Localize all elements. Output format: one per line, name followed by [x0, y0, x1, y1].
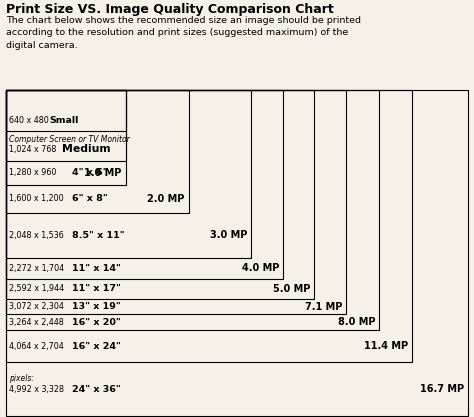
- Text: 8.0 MP: 8.0 MP: [338, 317, 375, 327]
- Text: 2,048 x 1,536: 2,048 x 1,536: [9, 231, 64, 240]
- Bar: [6, 90, 346, 314]
- Text: 8.5" x 11": 8.5" x 11": [72, 231, 125, 240]
- Bar: [6, 90, 126, 131]
- Text: 6" x 8": 6" x 8": [72, 194, 108, 203]
- Text: 4" x 6": 4" x 6": [72, 168, 108, 177]
- Text: 2.0 MP: 2.0 MP: [147, 194, 185, 203]
- Text: 7.1 MP: 7.1 MP: [305, 302, 343, 312]
- Bar: [6, 90, 189, 213]
- Text: 11" x 14": 11" x 14": [72, 264, 121, 273]
- Bar: [6, 90, 412, 362]
- Text: 1,600 x 1,200: 1,600 x 1,200: [9, 194, 64, 203]
- Text: 13" x 19": 13" x 19": [72, 302, 121, 311]
- Text: 16.7 MP: 16.7 MP: [420, 384, 465, 394]
- Text: 4,992 x 3,328: 4,992 x 3,328: [9, 384, 64, 394]
- Text: 1.0 MP: 1.0 MP: [84, 168, 122, 178]
- Text: The chart below shows the recommended size an image should be printed
according : The chart below shows the recommended si…: [6, 16, 361, 50]
- Text: 3,264 x 2,448: 3,264 x 2,448: [9, 318, 64, 327]
- Text: 4,064 x 2,704: 4,064 x 2,704: [9, 342, 64, 351]
- Bar: [6, 90, 126, 185]
- Bar: [6, 90, 126, 161]
- Text: pixels:: pixels:: [9, 374, 35, 383]
- Text: 16" x 20": 16" x 20": [72, 318, 121, 327]
- Text: 5.0 MP: 5.0 MP: [273, 284, 310, 294]
- Text: Medium: Medium: [62, 144, 110, 154]
- Bar: [6, 90, 283, 279]
- Text: 11.4 MP: 11.4 MP: [365, 341, 409, 351]
- Bar: [6, 90, 379, 330]
- Text: 2,592 x 1,944: 2,592 x 1,944: [9, 284, 64, 294]
- Bar: [6, 90, 251, 258]
- Bar: [6, 90, 468, 416]
- Bar: [6, 90, 314, 299]
- Text: 16" x 24": 16" x 24": [72, 342, 121, 351]
- Text: 3,072 x 2,304: 3,072 x 2,304: [9, 302, 64, 311]
- Text: 2,272 x 1,704: 2,272 x 1,704: [9, 264, 64, 273]
- Text: Small: Small: [50, 116, 79, 126]
- Text: Print Size VS. Image Quality Comparison Chart: Print Size VS. Image Quality Comparison …: [6, 3, 333, 16]
- Text: 24" x 36": 24" x 36": [72, 384, 121, 394]
- Text: 4.0 MP: 4.0 MP: [242, 263, 279, 273]
- Text: 1,280 x 960: 1,280 x 960: [9, 168, 57, 177]
- Text: 640 x 480: 640 x 480: [9, 116, 54, 126]
- Text: Computer Screen or TV Monitor: Computer Screen or TV Monitor: [9, 135, 130, 144]
- Text: 1,024 x 768: 1,024 x 768: [9, 145, 64, 154]
- Text: 11" x 17": 11" x 17": [72, 284, 121, 294]
- Text: 3.0 MP: 3.0 MP: [210, 230, 247, 240]
